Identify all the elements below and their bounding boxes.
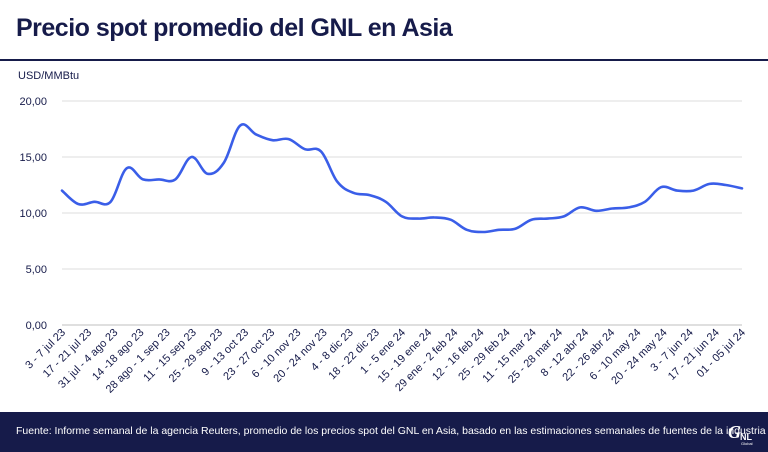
line-chart: USD/MMBtu 0,00 5,00 10,00 15,00 20,00 3 - 7 … bbox=[18, 70, 748, 396]
svg-text:NL: NL bbox=[740, 432, 752, 442]
title-divider bbox=[0, 59, 768, 61]
chart-title: Precio spot promedio del GNL en Asia bbox=[16, 14, 453, 42]
y-tick-label: 5,00 bbox=[26, 264, 47, 276]
footer-bar: Fuente: Informe semanal de la agencia Re… bbox=[0, 412, 768, 452]
y-tick-label: 10,00 bbox=[19, 208, 47, 220]
y-tick-labels: 0,00 5,00 10,00 15,00 20,00 bbox=[19, 96, 47, 332]
y-tick-label: 20,00 bbox=[19, 96, 47, 108]
y-tick-label: 0,00 bbox=[26, 320, 47, 332]
series-line bbox=[60, 123, 744, 234]
gnl-logo: G NL Global bbox=[728, 422, 753, 446]
chart-area: USD/MMBtu 0,00 5,00 10,00 15,00 20,00 3 - 7 … bbox=[0, 62, 768, 412]
svg-text:Global: Global bbox=[741, 441, 753, 446]
y-axis-label: USD/MMBtu bbox=[18, 70, 79, 82]
gridlines bbox=[62, 100, 742, 326]
source-note: Fuente: Informe semanal de la agencia Re… bbox=[16, 425, 766, 437]
svg-text:G: G bbox=[728, 422, 741, 442]
y-tick-label: 15,00 bbox=[19, 152, 47, 164]
